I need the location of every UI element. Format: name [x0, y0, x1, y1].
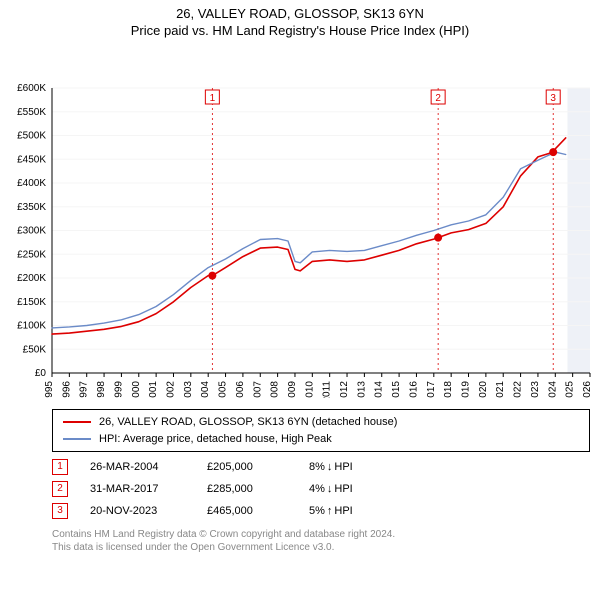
x-axis-label: 2019 [461, 381, 472, 398]
x-axis-label: 1995 [44, 381, 55, 398]
legend-row: HPI: Average price, detached house, High… [63, 431, 579, 448]
x-axis-label: 1997 [79, 381, 90, 398]
x-axis-label: 1996 [61, 381, 72, 398]
x-axis-label: 2020 [478, 381, 489, 398]
event-price: £285,000 [207, 483, 287, 495]
event-price: £205,000 [207, 461, 287, 473]
x-axis-label: 2022 [513, 381, 524, 398]
series-property-line [52, 138, 566, 334]
y-axis-label: £550K [17, 107, 46, 118]
x-axis-label: 2004 [200, 381, 211, 398]
x-axis-label: 2001 [148, 381, 159, 398]
event-date: 26-MAR-2004 [90, 461, 185, 473]
x-axis-label: 2013 [356, 381, 367, 398]
footer: Contains HM Land Registry data © Crown c… [52, 528, 590, 554]
title-block: 26, VALLEY ROAD, GLOSSOP, SK13 6YN Price… [0, 0, 600, 38]
y-axis-label: £400K [17, 178, 46, 189]
x-axis-label: 2006 [235, 381, 246, 398]
x-axis-label: 1999 [113, 381, 124, 398]
page-subtitle: Price paid vs. HM Land Registry's House … [0, 23, 600, 38]
x-axis-label: 2000 [131, 381, 142, 398]
sale-marker-number: 2 [435, 93, 441, 104]
y-axis-label: £150K [17, 297, 46, 308]
sale-events: 1 26-MAR-2004 £205,000 8% ↓ HPI 2 31-MAR-2017… [52, 456, 590, 522]
y-axis-label: £500K [17, 131, 46, 142]
x-axis-label: 2005 [218, 381, 229, 398]
event-marker: 3 [52, 503, 68, 519]
y-axis-label: £300K [17, 226, 46, 237]
sale-marker-number: 1 [210, 93, 216, 104]
event-diff-suffix: HPI [334, 461, 352, 473]
event-price: £465,000 [207, 505, 287, 517]
chart-svg: £0 £50K £100K £150K £200K £250K £300K £350K £400… [0, 38, 600, 398]
sale-point-dot [434, 234, 442, 242]
event-diff-suffix: HPI [334, 483, 352, 495]
y-axis-label: £250K [17, 249, 46, 260]
sale-marker-number: 3 [550, 93, 556, 104]
event-diff: 5% ↑ HPI [309, 505, 353, 517]
x-axis-label: 2023 [530, 381, 541, 398]
x-axis-label: 2008 [270, 381, 281, 398]
x-axis-label: 2007 [252, 381, 263, 398]
x-axis-label: 2016 [408, 381, 419, 398]
event-row: 1 26-MAR-2004 £205,000 8% ↓ HPI [52, 456, 590, 478]
event-diff: 4% ↓ HPI [309, 483, 353, 495]
y-axis-label: £350K [17, 202, 46, 213]
x-axis-label: 2014 [374, 381, 385, 398]
event-marker: 2 [52, 481, 68, 497]
x-axis-label: 2026 [582, 381, 593, 398]
chart: £0 £50K £100K £150K £200K £250K £300K £350K £400… [0, 38, 600, 403]
x-axis-label: 2018 [443, 381, 454, 398]
legend-swatch [63, 438, 91, 440]
x-axis-label: 2024 [547, 381, 558, 398]
event-diff-pct: 4% [309, 483, 325, 495]
x-axis-label: 2012 [339, 381, 350, 398]
legend-label: HPI: Average price, detached house, High… [99, 431, 332, 448]
sale-point-dot [549, 148, 557, 156]
x-axis-label: 1998 [96, 381, 107, 398]
x-axis-label: 2025 [565, 381, 576, 398]
event-date: 20-NOV-2023 [90, 505, 185, 517]
event-diff-pct: 8% [309, 461, 325, 473]
sale-point-dot [208, 272, 216, 280]
y-axis-label: £200K [17, 273, 46, 284]
event-diff-pct: 5% [309, 505, 325, 517]
y-axis-label: £600K [17, 83, 46, 94]
y-axis-label: £450K [17, 154, 46, 165]
y-axis-label: £0 [35, 368, 47, 379]
arrow-up-icon: ↑ [327, 505, 333, 517]
footer-line-1: Contains HM Land Registry data © Crown c… [52, 528, 590, 541]
x-axis-label: 2002 [165, 381, 176, 398]
arrow-down-icon: ↓ [327, 483, 333, 495]
event-diff: 8% ↓ HPI [309, 461, 353, 473]
x-axis-label: 2021 [495, 381, 506, 398]
x-axis-label: 2003 [183, 381, 194, 398]
y-axis-label: £50K [23, 344, 47, 355]
legend: 26, VALLEY ROAD, GLOSSOP, SK13 6YN (deta… [52, 409, 590, 452]
x-axis-label: 2011 [322, 381, 333, 398]
event-row: 2 31-MAR-2017 £285,000 4% ↓ HPI [52, 478, 590, 500]
page-title: 26, VALLEY ROAD, GLOSSOP, SK13 6YN [0, 6, 600, 21]
event-row: 3 20-NOV-2023 £465,000 5% ↑ HPI [52, 500, 590, 522]
legend-row: 26, VALLEY ROAD, GLOSSOP, SK13 6YN (deta… [63, 414, 579, 431]
x-axis-label: 2010 [304, 381, 315, 398]
event-diff-suffix: HPI [334, 505, 352, 517]
event-date: 31-MAR-2017 [90, 483, 185, 495]
legend-swatch [63, 421, 91, 423]
legend-label: 26, VALLEY ROAD, GLOSSOP, SK13 6YN (deta… [99, 414, 397, 431]
arrow-down-icon: ↓ [327, 461, 333, 473]
footer-line-2: This data is licensed under the Open Gov… [52, 541, 590, 554]
event-marker: 1 [52, 459, 68, 475]
x-axis-label: 2017 [426, 381, 437, 398]
y-axis-label: £100K [17, 321, 46, 332]
x-axis-label: 2009 [287, 381, 298, 398]
x-axis-label: 2015 [391, 381, 402, 398]
root: 26, VALLEY ROAD, GLOSSOP, SK13 6YN Price… [0, 0, 600, 554]
